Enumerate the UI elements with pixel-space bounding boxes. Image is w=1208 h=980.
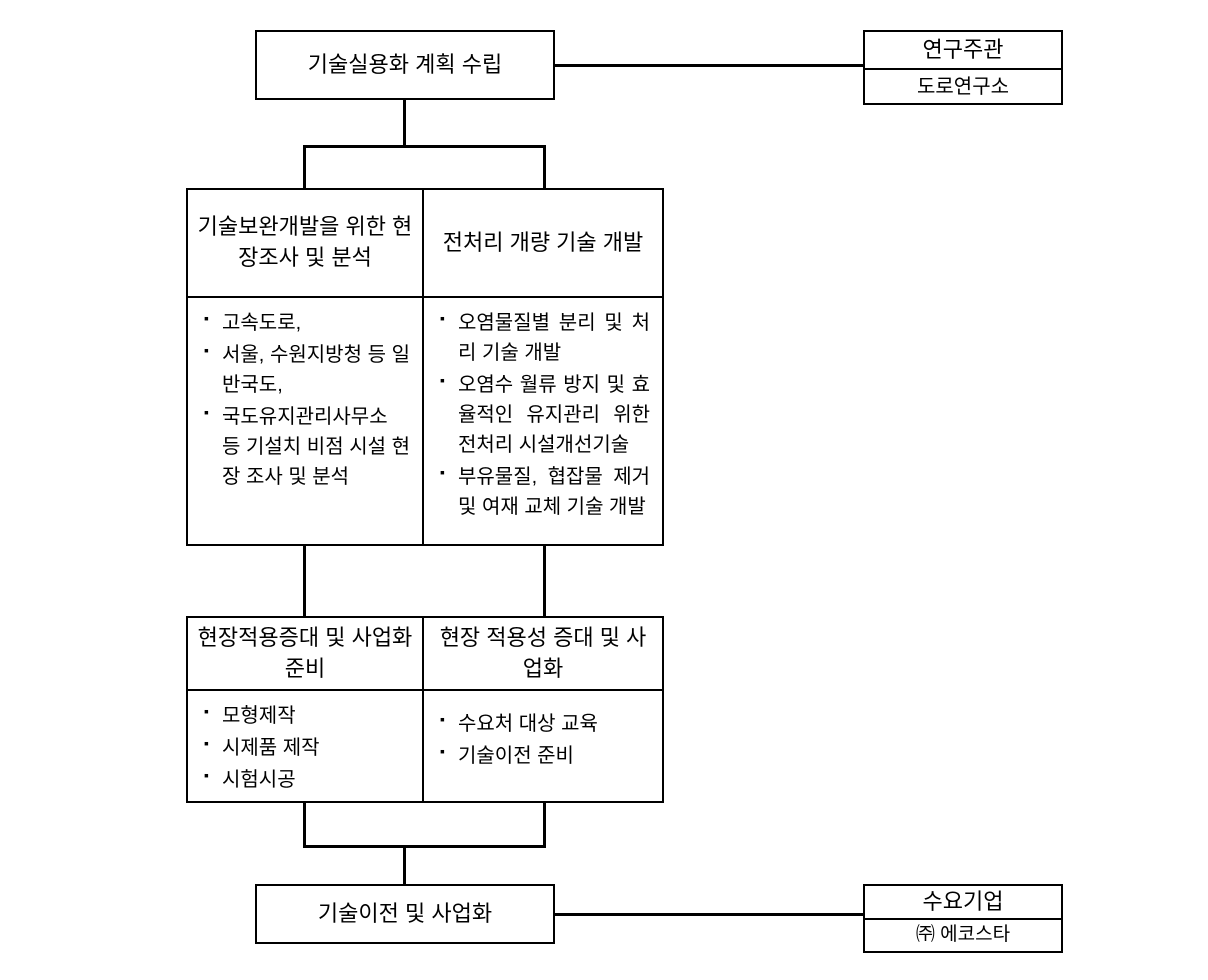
connector-line [555,64,865,67]
bullet-item: 고속도로, [200,308,410,338]
node-bottom-main: 기술이전 및 사업화 [255,884,555,944]
node-low-left-header: 현장적용증대 및 사업화준비 [186,616,424,691]
bullet-item: 기술이전 준비 [436,741,650,771]
node-low-center-header: 현장 적용성 증대 및 사업화 [424,616,664,691]
node-label: 기술이전 및 사업화 [318,899,492,930]
right-outer-frame [664,188,1070,803]
node-label: 현장적용증대 및 사업화준비 [196,623,414,685]
node-bottom-right-body: ㈜ 에코스타 [863,920,1063,953]
bullet-item: 시제품 제작 [200,733,410,763]
bullet-item: 부유물질, 협잡물 제거 및 여재 교체 기술 개발 [436,462,650,522]
node-label: 기술보완개발을 위한 현장조사 및 분석 [196,212,414,274]
connector-line [303,145,546,148]
node-bottom-right-header: 수요기업 [863,884,1063,920]
connector-line [303,845,546,848]
bullet-item: 서울, 수원지방청 등 일반국도, [200,340,410,400]
node-low-left-body: 모형제작 시제품 제작 시험시공 [186,691,424,803]
bullet-item: 모형제작 [200,701,410,731]
node-mid-center-body: 오염물질별 분리 및 처리 기술 개발 오염수 월류 방지 및 효율적인 유지관… [424,298,664,546]
connector-line [543,145,546,190]
bullet-item: 수요처 대상 교육 [436,709,650,739]
node-label: ㈜ 에코스타 [916,922,1010,949]
node-top-right-header: 연구주관 [863,30,1063,70]
node-label: 수요기업 [923,887,1004,918]
connector-line [303,803,306,847]
node-top-right-body: 도로연구소 [863,70,1063,105]
connector-line [543,546,546,618]
node-label: 도로연구소 [917,73,1009,101]
bullet-item: 시험시공 [200,765,410,795]
node-label: 전처리 개량 기술 개발 [443,228,644,259]
node-mid-center-header: 전처리 개량 기술 개발 [424,188,664,298]
node-mid-left-body: 고속도로, 서울, 수원지방청 등 일반국도, 국도유지관리사무소 등 기설치 … [186,298,424,546]
connector-line [403,100,406,147]
bullet-item: 오염물질별 분리 및 처리 기술 개발 [436,308,650,368]
node-label: 연구주관 [923,35,1004,66]
connector-line [543,803,546,847]
bullet-item: 국도유지관리사무소 등 기설치 비점 시설 현장 조사 및 분석 [200,402,410,492]
node-label: 현장 적용성 증대 및 사업화 [432,623,654,685]
node-mid-left-header: 기술보완개발을 위한 현장조사 및 분석 [186,188,424,298]
node-top-main: 기술실용화 계획 수립 [255,30,555,100]
connector-line [303,145,306,190]
node-low-center-body: 수요처 대상 교육 기술이전 준비 [424,691,664,803]
bullet-item: 오염수 월류 방지 및 효율적인 유지관리 위한 전처리 시설개선기술 [436,370,650,460]
connector-line [555,913,865,916]
connector-line [403,845,406,886]
node-label: 기술실용화 계획 수립 [308,50,502,81]
connector-line [303,546,306,618]
